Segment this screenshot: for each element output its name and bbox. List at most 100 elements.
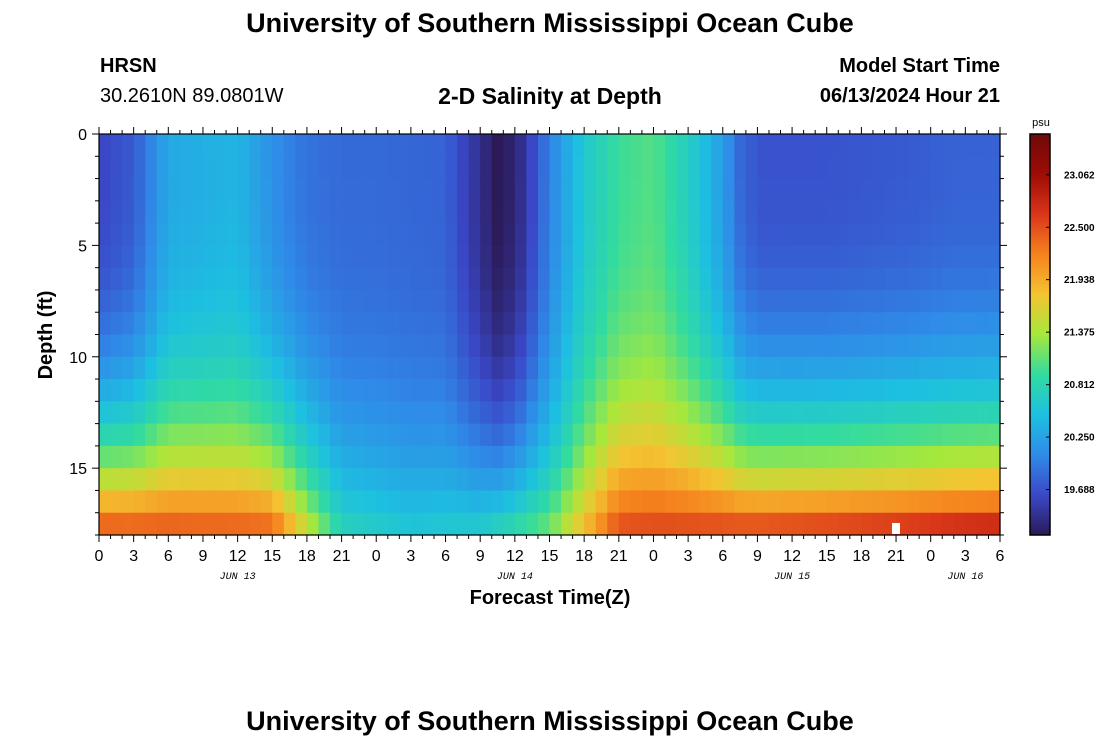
heatmap-cell	[677, 156, 689, 179]
heatmap-cell	[792, 468, 804, 491]
heatmap-cell	[723, 223, 735, 246]
heatmap-cell	[249, 312, 261, 335]
heatmap-cell	[630, 335, 642, 358]
heatmap-cell	[607, 179, 619, 202]
heatmap-cell	[122, 312, 134, 335]
heatmap-cell	[977, 134, 989, 157]
heatmap-cell	[353, 513, 365, 536]
heatmap-cell	[342, 223, 354, 246]
heatmap-cell	[827, 312, 839, 335]
heatmap-cell	[850, 245, 862, 268]
heatmap-cell	[134, 201, 146, 224]
heatmap-cell	[873, 513, 885, 536]
heatmap-cell	[827, 468, 839, 491]
heatmap-cell	[457, 179, 469, 202]
heatmap-cell	[677, 468, 689, 491]
heatmap-cell	[203, 490, 215, 513]
heatmap-cell	[838, 335, 850, 358]
heatmap-cell	[122, 513, 134, 536]
heatmap-cell	[677, 312, 689, 335]
heatmap-cell	[168, 424, 180, 447]
heatmap-cell	[191, 446, 203, 469]
heatmap-cell	[653, 290, 665, 313]
heatmap-cell	[954, 223, 966, 246]
heatmap-cell	[295, 245, 307, 268]
heatmap-cell	[226, 156, 238, 179]
heatmap-cell	[365, 179, 377, 202]
heatmap-cell	[99, 424, 111, 447]
heatmap-cell	[665, 401, 677, 424]
heatmap-cell	[307, 357, 319, 380]
heatmap-cell	[111, 468, 123, 491]
heatmap-cell	[896, 245, 908, 268]
heatmap-cell	[538, 468, 550, 491]
heatmap-cell	[838, 468, 850, 491]
heatmap-cell	[318, 424, 330, 447]
heatmap-cell	[365, 513, 377, 536]
heatmap-cell	[353, 312, 365, 335]
heatmap-cell	[723, 134, 735, 157]
heatmap-cell	[469, 379, 481, 402]
heatmap-cell	[861, 290, 873, 313]
heatmap-cell	[769, 245, 781, 268]
heatmap-cell	[561, 201, 573, 224]
heatmap-cell	[815, 156, 827, 179]
heatmap-cell	[804, 335, 816, 358]
heatmap-cell	[931, 134, 943, 157]
heatmap-cell	[815, 424, 827, 447]
heatmap-cell	[422, 446, 434, 469]
heatmap-cell	[261, 179, 273, 202]
heatmap-cell	[434, 490, 446, 513]
heatmap-cell	[295, 312, 307, 335]
heatmap-cell	[457, 268, 469, 291]
heatmap-cell	[168, 379, 180, 402]
heatmap-cell	[503, 312, 515, 335]
heatmap-cell	[850, 379, 862, 402]
heatmap-cell	[272, 268, 284, 291]
heatmap-cell	[954, 335, 966, 358]
colorbar-tick-label: 19.688	[1064, 485, 1095, 496]
heatmap-cell	[653, 179, 665, 202]
heatmap-cell	[480, 201, 492, 224]
heatmap-cell	[630, 468, 642, 491]
heatmap-cell	[526, 223, 538, 246]
heatmap-cell	[988, 201, 1000, 224]
x-tick-label: 0	[95, 548, 104, 565]
heatmap-cell	[111, 379, 123, 402]
heatmap-cell	[295, 424, 307, 447]
heatmap-cell	[827, 134, 839, 157]
heatmap-cell	[353, 401, 365, 424]
heatmap-cell	[411, 468, 423, 491]
heatmap-cell	[607, 401, 619, 424]
heatmap-cell	[342, 201, 354, 224]
heatmap-cell	[619, 134, 631, 157]
heatmap-cell	[457, 201, 469, 224]
heatmap-cell	[988, 335, 1000, 358]
heatmap-cell	[596, 179, 608, 202]
heatmap-cell	[307, 468, 319, 491]
heatmap-cell	[734, 312, 746, 335]
heatmap-cell	[861, 357, 873, 380]
heatmap-cell	[272, 134, 284, 157]
heatmap-cell	[318, 401, 330, 424]
heatmap-cell	[503, 424, 515, 447]
heatmap-cell	[399, 201, 411, 224]
heatmap-cell	[295, 401, 307, 424]
heatmap-cell	[781, 468, 793, 491]
heatmap-cell	[503, 156, 515, 179]
heatmap-cell	[515, 312, 527, 335]
heatmap-cell	[434, 268, 446, 291]
heatmap-cell	[988, 513, 1000, 536]
heatmap-cell	[988, 357, 1000, 380]
heatmap-cell	[434, 379, 446, 402]
heatmap-cell	[861, 468, 873, 491]
heatmap-cell	[850, 490, 862, 513]
heatmap-cell	[700, 490, 712, 513]
heatmap-cell	[573, 513, 585, 536]
x-tick-label: 18	[852, 548, 870, 565]
heatmap-cell	[977, 335, 989, 358]
heatmap-cell	[700, 312, 712, 335]
heatmap-cell	[526, 424, 538, 447]
heatmap-cell	[746, 156, 758, 179]
heatmap-cell	[122, 223, 134, 246]
